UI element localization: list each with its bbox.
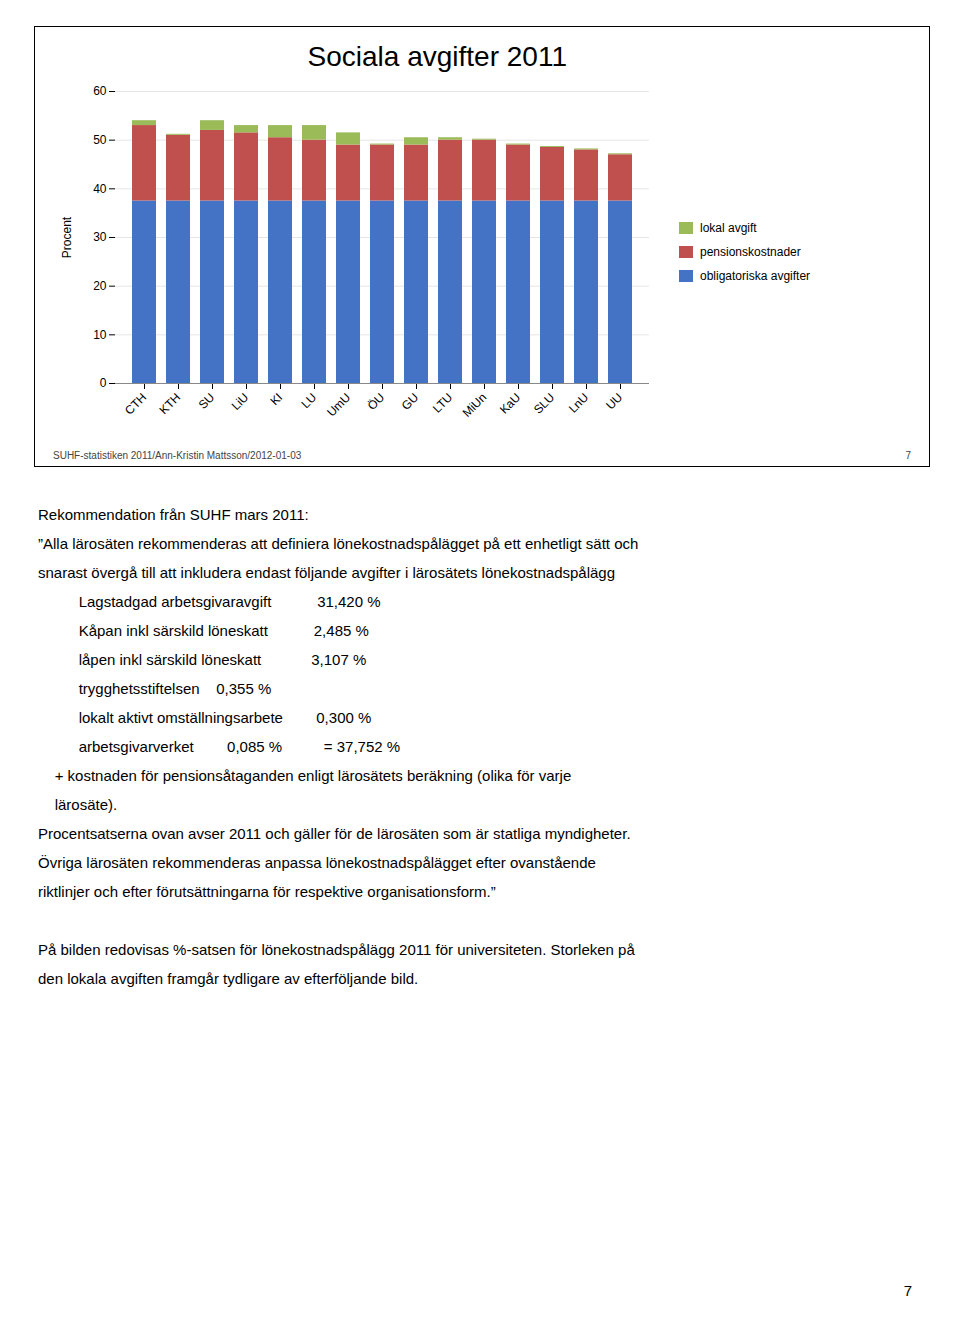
html-text:Övriga lärosäten rekommenderas: Övriga lärosäten rekommenderas anpassa l… (38, 854, 596, 871)
html-text:7: 7 (903, 1282, 912, 1299)
html-text:lokalt aktivt omställningsarbe: lokalt aktivt omställningsarbete 0,300 % (62, 709, 372, 726)
svg-text:ÖU: ÖU (365, 390, 388, 413)
svg-text:MiUn: MiUn (460, 390, 490, 420)
svg-text:SU: SU (196, 390, 218, 412)
html-text:”Alla lärosäten rekommenderas: ”Alla lärosäten rekommenderas att defini… (38, 535, 639, 552)
svg-text:CTH: CTH (122, 390, 149, 417)
svg-text:UmU: UmU (324, 390, 353, 419)
svg-text:KTH: KTH (156, 390, 183, 417)
html-text:Procentsatserna ovan avser 201: Procentsatserna ovan avser 2011 och gäll… (38, 825, 631, 842)
svg-text:30: 30 (93, 230, 107, 244)
svg-text:20: 20 (93, 279, 107, 293)
svg-text:50: 50 (93, 133, 107, 147)
html-text:pensionskostnader: pensionskostnader (700, 245, 801, 259)
svg-text:Procent: Procent (60, 216, 74, 258)
html-text:Rekommendation från SUHF mars: Rekommendation från SUHF mars 2011: (38, 506, 309, 523)
html-text:arbetsgivarverket 0,085 % = 37: arbetsgivarverket 0,085 % = 37,752 % (62, 738, 401, 755)
svg-text:SLU: SLU (531, 390, 557, 416)
html-text:På bilden redovisas %-satsen f: På bilden redovisas %-satsen för lönekos… (38, 941, 635, 958)
svg-text:KI: KI (267, 390, 285, 408)
svg-text:LnU: LnU (566, 390, 591, 415)
svg-text:60: 60 (93, 84, 107, 98)
svg-text:GU: GU (399, 390, 422, 413)
html-text:lärosäte).: lärosäte). (38, 796, 118, 813)
html-text:+ kostnaden för pensionsåtagan: + kostnaden för pensionsåtaganden enligt… (38, 767, 572, 784)
html-text:7: 7 (905, 450, 911, 461)
svg-text:KaU: KaU (497, 390, 523, 416)
svg-text:0: 0 (100, 376, 107, 390)
svg-text:LTU: LTU (430, 390, 455, 415)
html-text:Lagstadgad arbetsgivaravgift 3: Lagstadgad arbetsgivaravgift 31,420 % (62, 593, 381, 610)
html-text:den lokala avgiften framgår ty: den lokala avgiften framgår tydligare av… (38, 970, 419, 987)
svg-text:UU: UU (603, 390, 625, 412)
html-text:snarast övergå till att inklud: snarast övergå till att inkludera endast… (38, 564, 615, 581)
html-text:riktlinjer och efter förutsätt: riktlinjer och efter förutsättningarna f… (38, 883, 496, 900)
html-text:trygghetsstiftelsen 0,355 %: trygghetsstiftelsen 0,355 % (62, 680, 272, 697)
svg-text:LiU: LiU (229, 390, 252, 413)
html-text:lokal avgift: lokal avgift (700, 221, 757, 235)
html-text:Sociala avgifter 2011: Sociala avgifter 2011 (307, 41, 567, 72)
html-text:låpen inkl särskild löneskatt: låpen inkl särskild löneskatt 3,107 % (62, 651, 367, 668)
svg-text:40: 40 (93, 182, 107, 196)
html-text:SUHF-statistiken 2011/Ann-Kris: SUHF-statistiken 2011/Ann-Kristin Mattss… (53, 450, 302, 461)
svg-text:LU: LU (299, 390, 320, 411)
svg-text:10: 10 (93, 328, 107, 342)
html-text:obligatoriska avgifter: obligatoriska avgifter (700, 269, 811, 283)
html-text:Kåpan inkl särskild löneskatt: Kåpan inkl särskild löneskatt 2,485 % (62, 622, 369, 639)
